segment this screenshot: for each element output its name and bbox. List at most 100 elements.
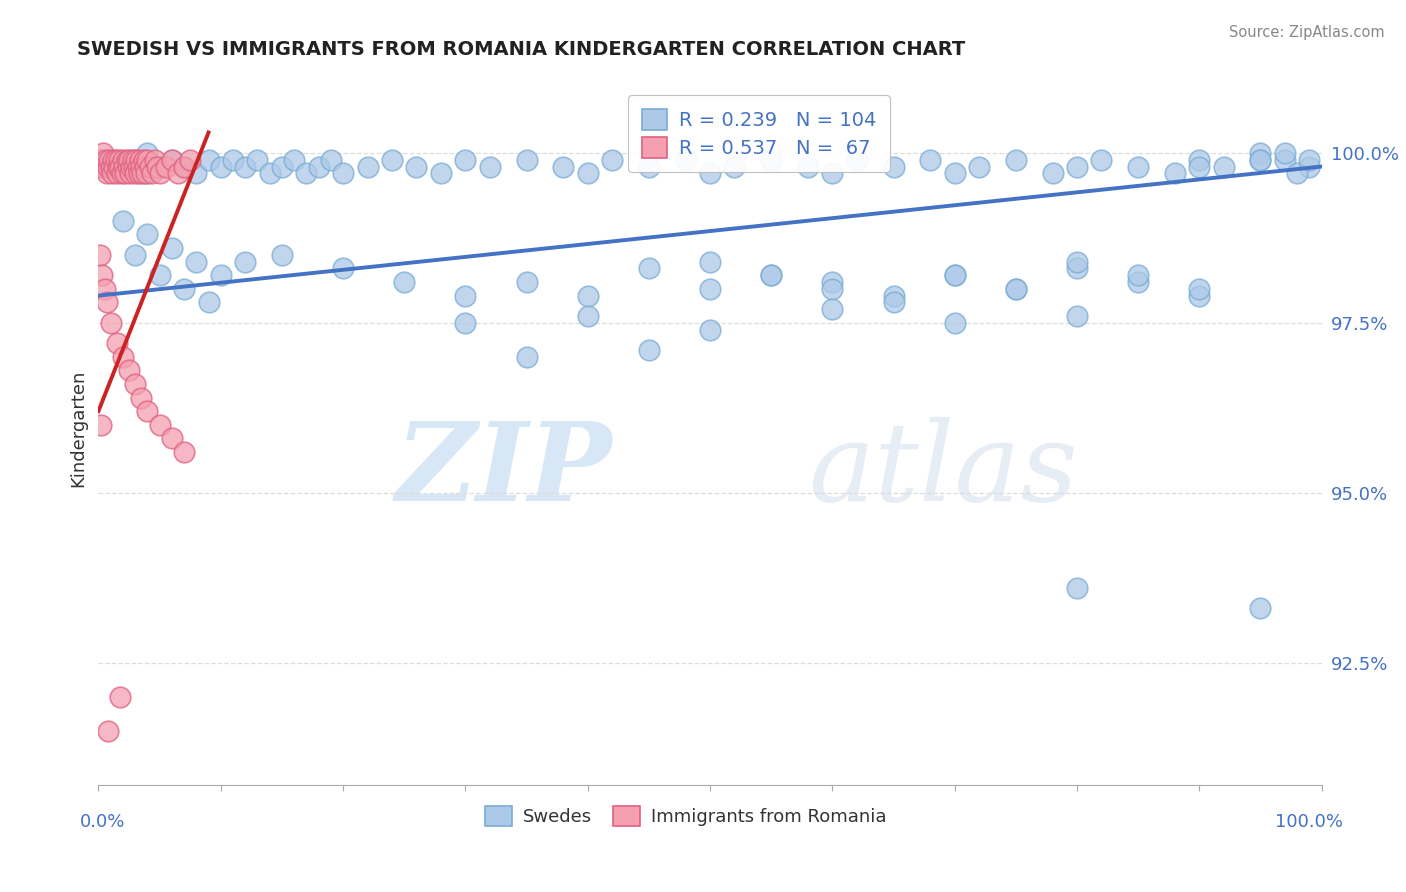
Point [1188, 288, 1211, 302]
Point [197, 295, 219, 310]
Point [128, 166, 150, 180]
Text: atlas: atlas [808, 417, 1077, 524]
Point [149, 268, 172, 283]
Point [108, 153, 131, 167]
Point [98, 153, 121, 167]
Point [246, 153, 269, 167]
Point [136, 153, 159, 167]
Point [761, 153, 783, 167]
Point [134, 160, 156, 174]
Point [821, 282, 844, 296]
Point [1249, 153, 1271, 167]
Point [104, 153, 127, 167]
Point [259, 166, 281, 180]
Point [295, 166, 318, 180]
Point [111, 153, 134, 167]
Point [637, 343, 661, 357]
Point [1042, 166, 1064, 180]
Point [943, 268, 966, 283]
Point [111, 166, 134, 180]
Point [821, 275, 844, 289]
Point [149, 166, 172, 180]
Point [723, 160, 745, 174]
Point [515, 153, 537, 167]
Point [1274, 145, 1296, 160]
Point [89, 153, 111, 167]
Point [100, 316, 122, 330]
Point [845, 153, 868, 167]
Point [943, 166, 966, 180]
Point [1274, 153, 1296, 167]
Point [105, 166, 128, 180]
Point [821, 166, 844, 180]
Point [699, 282, 721, 296]
Text: ZIP: ZIP [395, 417, 612, 524]
Point [167, 166, 190, 180]
Point [111, 350, 134, 364]
Point [1066, 261, 1088, 276]
Point [103, 160, 125, 174]
Point [1066, 160, 1088, 174]
Text: Source: ZipAtlas.com: Source: ZipAtlas.com [1229, 25, 1385, 40]
Point [883, 160, 905, 174]
Point [110, 690, 132, 704]
Point [111, 214, 134, 228]
Point [96, 295, 118, 310]
Point [93, 282, 115, 296]
Point [173, 160, 195, 174]
Point [270, 248, 294, 262]
Point [1004, 282, 1026, 296]
Point [1298, 160, 1320, 174]
Point [430, 166, 453, 180]
Point [943, 268, 966, 283]
Point [1128, 268, 1150, 283]
Point [637, 261, 661, 276]
Point [97, 723, 120, 738]
Point [392, 275, 416, 289]
Point [149, 160, 172, 174]
Point [1164, 166, 1187, 180]
Point [118, 363, 141, 377]
Point [100, 160, 122, 174]
Point [91, 145, 114, 160]
Point [308, 160, 330, 174]
Point [90, 160, 112, 174]
Point [1128, 275, 1150, 289]
Point [149, 417, 172, 432]
Point [233, 254, 256, 268]
Point [209, 160, 232, 174]
Point [600, 153, 623, 167]
Point [576, 288, 599, 302]
Point [124, 166, 146, 180]
Point [209, 268, 232, 283]
Point [120, 160, 142, 174]
Point [124, 248, 146, 262]
Point [160, 153, 183, 167]
Point [883, 288, 905, 302]
Point [129, 391, 152, 405]
Point [637, 160, 661, 174]
Point [107, 160, 129, 174]
Point [1188, 282, 1211, 296]
Point [319, 153, 342, 167]
Point [699, 254, 721, 268]
Point [173, 282, 195, 296]
Point [1188, 160, 1211, 174]
Point [1066, 309, 1088, 323]
Point [136, 404, 159, 418]
Point [143, 153, 166, 167]
Point [761, 268, 783, 283]
Point [160, 431, 183, 445]
Point [136, 145, 159, 160]
Point [110, 160, 132, 174]
Point [454, 288, 477, 302]
Point [173, 445, 195, 459]
Point [222, 153, 245, 167]
Point [675, 153, 697, 167]
Point [233, 160, 256, 174]
Point [124, 153, 146, 167]
Point [797, 160, 820, 174]
Point [105, 336, 128, 351]
Point [114, 166, 136, 180]
Text: SWEDISH VS IMMIGRANTS FROM ROMANIA KINDERGARTEN CORRELATION CHART: SWEDISH VS IMMIGRANTS FROM ROMANIA KINDE… [77, 40, 966, 59]
